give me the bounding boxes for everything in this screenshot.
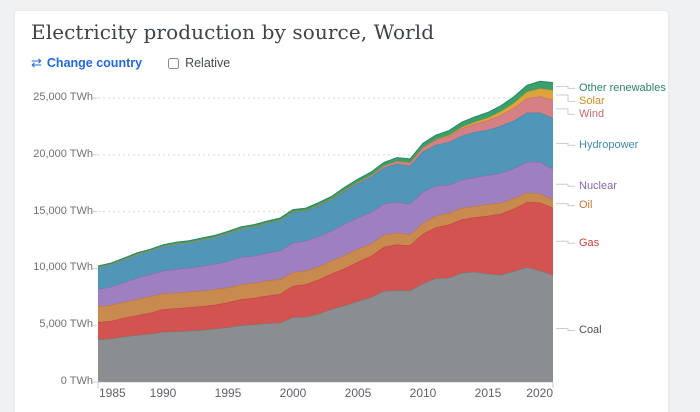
- legend-label-gas[interactable]: Gas: [579, 236, 600, 249]
- legend-label-other-renewables[interactable]: Other renewables: [579, 81, 666, 94]
- chart-title: Electricity production by source, World: [31, 20, 435, 44]
- area-wind[interactable]: [98, 96, 553, 268]
- area-coal[interactable]: [98, 267, 553, 382]
- legend-leader-line-solar: [556, 94, 575, 102]
- y-tick-label-25000: 25,000 TWh: [33, 91, 93, 104]
- area-line-other-renewables: [97, 80, 554, 267]
- y-tick-label-15000: 15,000 TWh: [33, 204, 93, 217]
- change-country-label: Change country: [46, 56, 143, 70]
- x-tick-label-1990: 1990: [149, 386, 177, 400]
- swap-arrows-icon: ⇄: [31, 55, 42, 70]
- legend-label-hydropower[interactable]: Hydropower: [579, 138, 639, 151]
- relative-toggle[interactable]: Relative: [168, 56, 230, 70]
- x-tick-label-2020: 2020: [526, 386, 553, 400]
- legend-label-solar[interactable]: Solar: [579, 94, 605, 107]
- legend-label-nuclear[interactable]: Nuclear: [579, 179, 617, 192]
- y-tick-label-20000: 20,000 TWh: [33, 147, 93, 160]
- legend-label-coal[interactable]: Coal: [579, 323, 602, 336]
- legend-leader-line-gas: [556, 240, 575, 244]
- area-nuclear[interactable]: [98, 161, 553, 307]
- legend-leader-line-other-renewables: [556, 85, 575, 89]
- y-tick-label-5000: 5,000 TWh: [39, 318, 93, 331]
- x-tick-label-2000: 2000: [279, 386, 307, 400]
- area-line-solar: [97, 87, 554, 268]
- legend-leader-line-wind: [556, 108, 575, 115]
- area-gas[interactable]: [98, 202, 553, 340]
- chart-header: Electricity production by source, World …: [15, 11, 668, 71]
- legend-label-wind[interactable]: Wind: [579, 107, 605, 120]
- x-tick-label-2005: 2005: [344, 386, 372, 400]
- area-hydropower[interactable]: [98, 112, 553, 290]
- x-tick-label-1995: 1995: [214, 386, 242, 400]
- legend-leader-line-coal: [556, 328, 575, 331]
- relative-label: Relative: [185, 56, 231, 70]
- y-tick-label-10000: 10,000 TWh: [33, 261, 93, 274]
- x-tick-label-2015: 2015: [474, 386, 502, 400]
- legend-label-oil[interactable]: Oil: [579, 199, 593, 212]
- chart-controls: ⇄ Change country Relative: [31, 55, 652, 71]
- legend-leader-line-nuclear: [556, 183, 575, 187]
- x-tick-label-2010: 2010: [409, 386, 437, 400]
- change-country-button[interactable]: ⇄ Change country: [31, 55, 142, 71]
- y-tick-label-0: 0 TWh: [60, 375, 93, 387]
- x-tick-label-1985: 1985: [99, 386, 126, 400]
- relative-checkbox-icon[interactable]: [168, 57, 180, 69]
- legend-leader-line-hydropower: [556, 142, 575, 146]
- legend-leader-line-oil: [556, 203, 575, 207]
